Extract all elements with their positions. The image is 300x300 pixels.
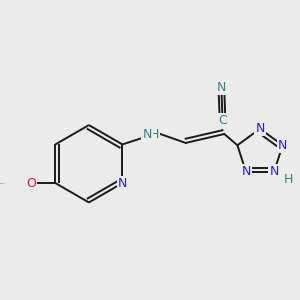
Text: H: H: [150, 128, 159, 140]
Text: N: N: [241, 165, 251, 178]
Text: N: N: [217, 81, 226, 94]
Text: N: N: [278, 139, 287, 152]
Text: H: H: [284, 173, 294, 186]
Text: methoxy: methoxy: [0, 182, 6, 184]
Text: N: N: [255, 122, 265, 135]
Text: C: C: [218, 114, 227, 127]
Text: N: N: [118, 177, 127, 190]
Text: N: N: [142, 128, 152, 140]
Text: N: N: [269, 165, 279, 178]
Text: O: O: [26, 177, 36, 190]
